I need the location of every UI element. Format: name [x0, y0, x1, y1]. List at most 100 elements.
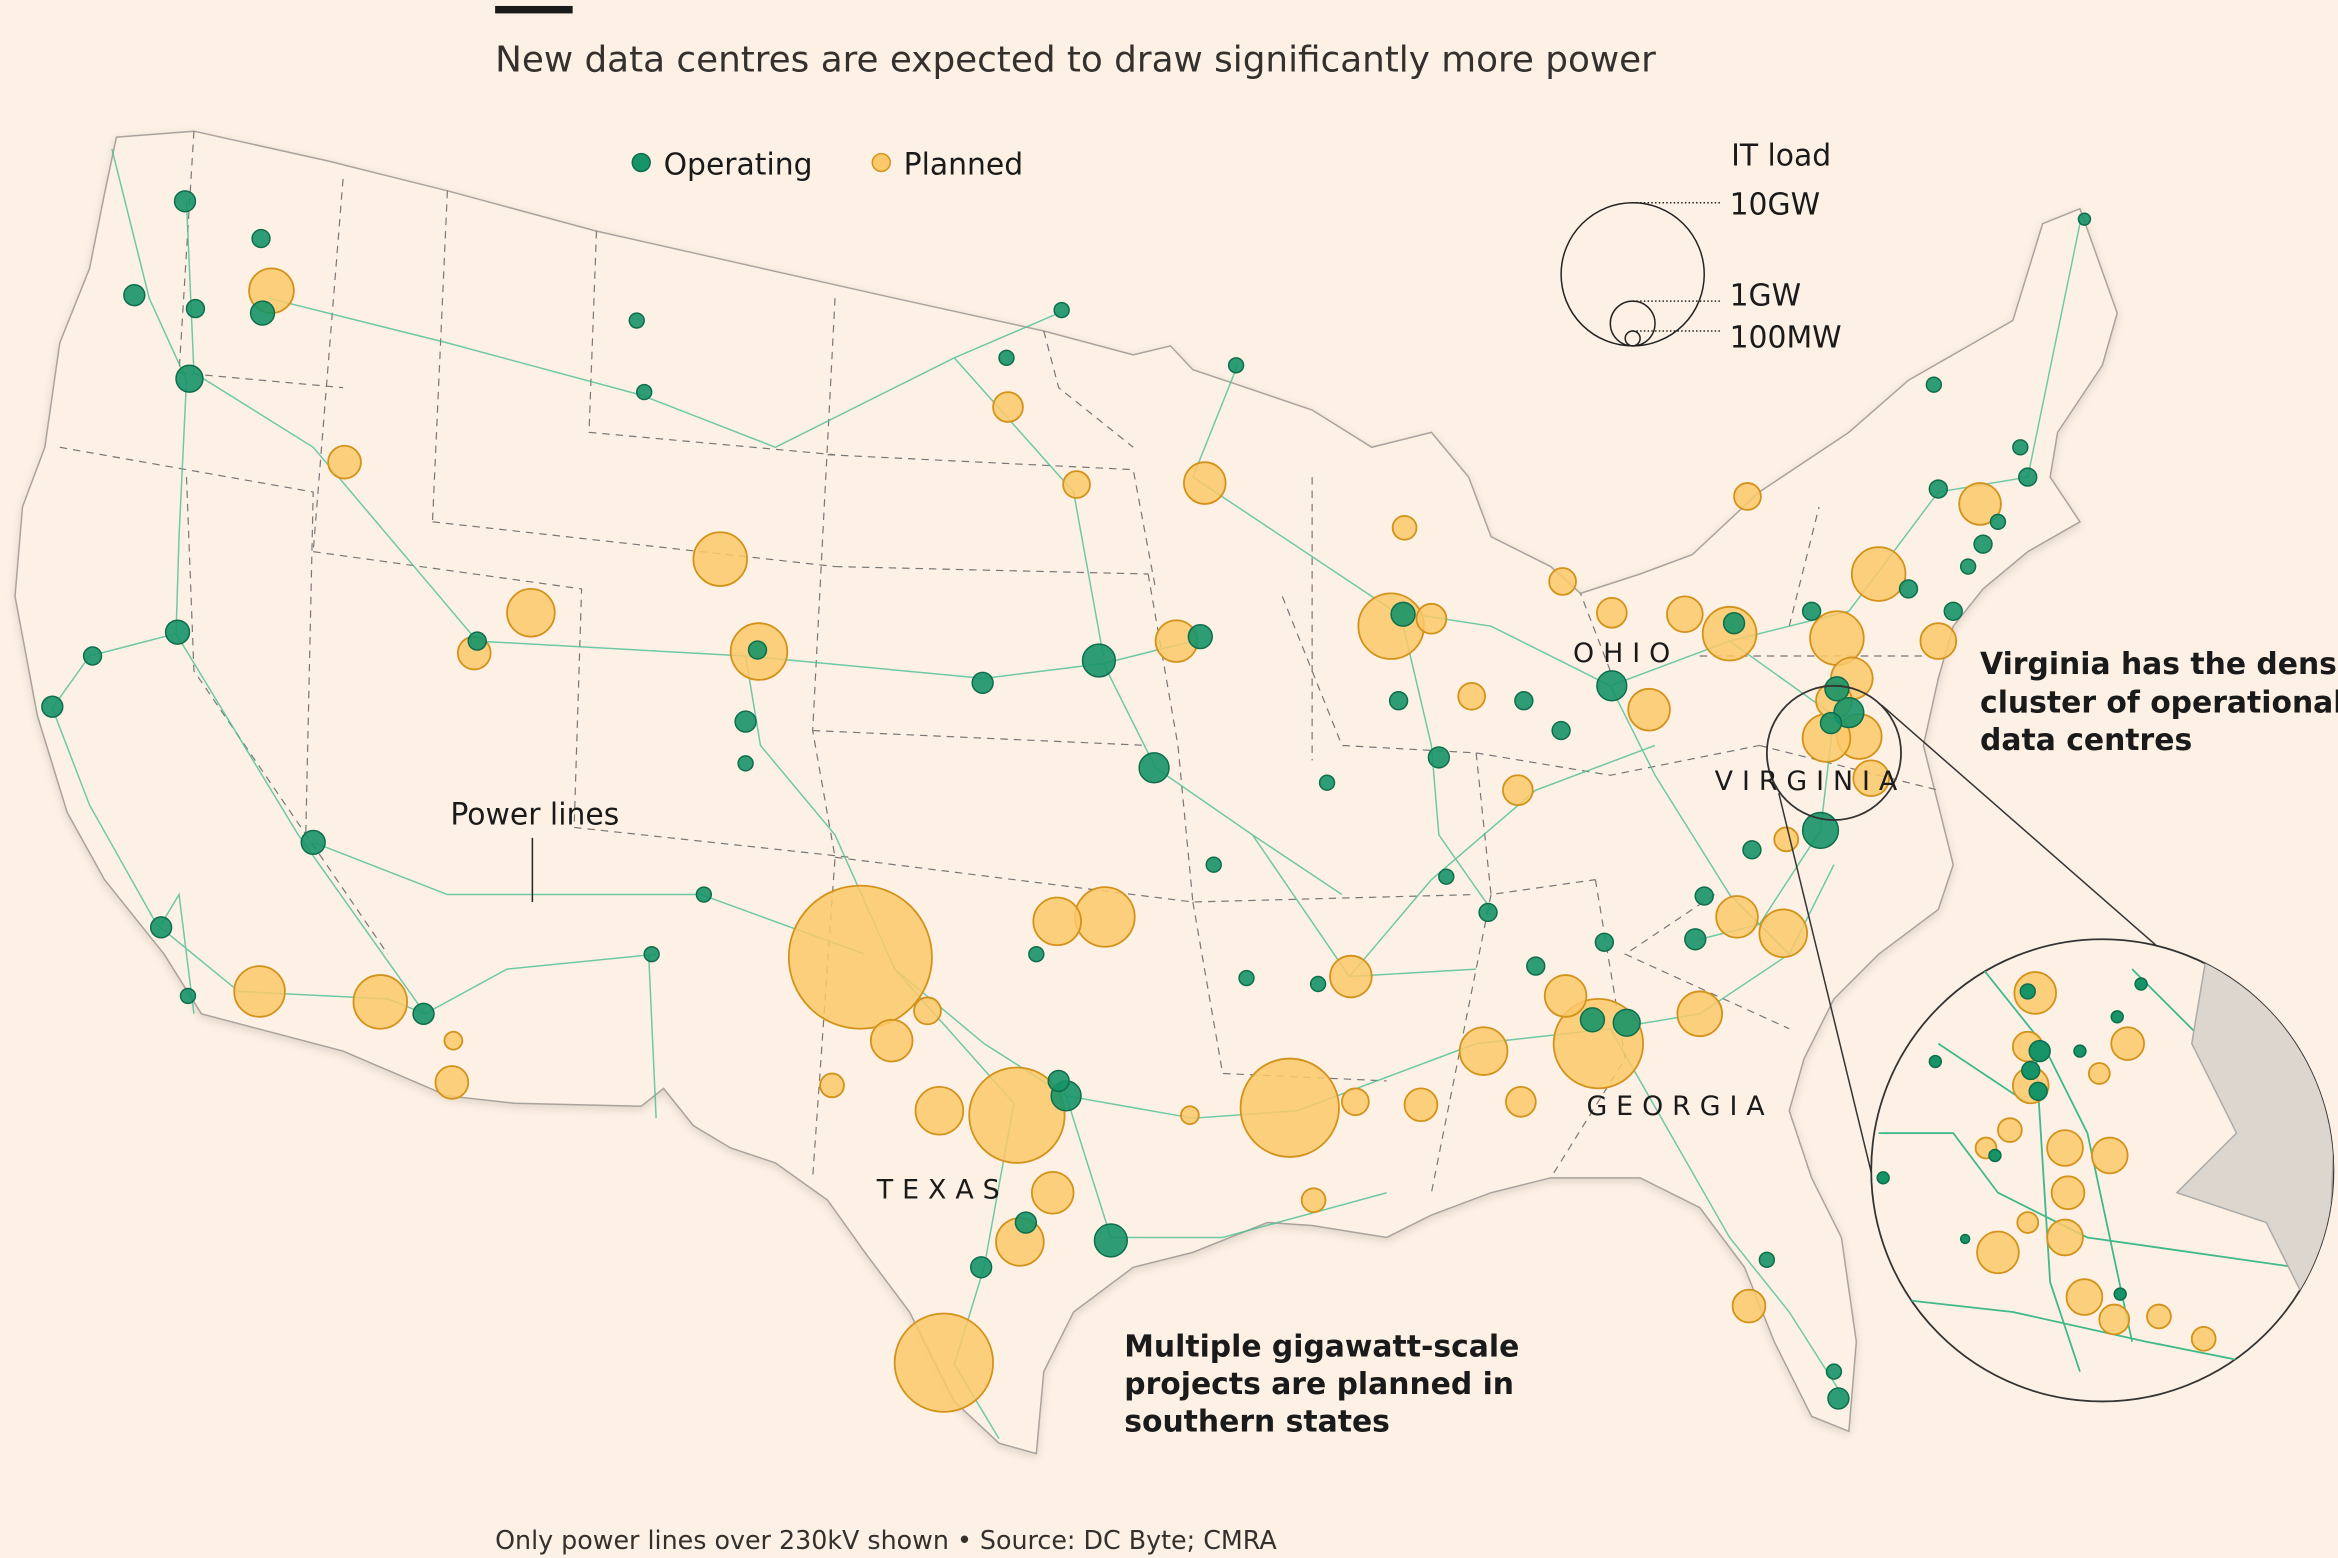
planned-data-centre-marker [992, 391, 1024, 423]
operating-data-centre-marker [1514, 691, 1534, 711]
state-border [835, 565, 1149, 575]
size-circle-10gw [1560, 202, 1705, 347]
virginia-inset-content [1876, 953, 2334, 1373]
virginia-annotation-line2: cluster of operational [1980, 686, 2338, 721]
power-line [185, 201, 478, 642]
operating-data-centre-marker [737, 755, 754, 772]
operating-data-centre-marker [1187, 623, 1213, 650]
operating-data-centre-marker [1478, 902, 1498, 923]
south-annotation-line3: southern states [1124, 1404, 1390, 1439]
planned-data-centre-marker [1062, 470, 1091, 499]
planned-data-centre-marker [1733, 482, 1762, 511]
inset-planned-marker [2110, 1026, 2145, 1061]
planned-data-centre-marker [1676, 990, 1724, 1038]
south-annotation-line1: Multiple gigawatt-scale [1124, 1330, 1519, 1365]
state-label-ohio: OHIO [1573, 638, 1679, 669]
footer-source-note: Only power lines over 230kV shown • Sour… [495, 1525, 1277, 1555]
size-legend-title: IT load [1731, 138, 1831, 173]
planned-data-centre-marker [1809, 610, 1865, 666]
planned-data-centre-marker [1627, 687, 1671, 732]
state-border [313, 551, 583, 828]
inset-operating-marker [2028, 1081, 2048, 1102]
virginia-zoom-callout [1765, 684, 2335, 1403]
state-border [59, 446, 314, 835]
zoom-source-ring [1765, 684, 1902, 821]
state-border [588, 231, 836, 456]
planned-data-centre-marker [869, 1018, 914, 1063]
power-line [312, 841, 866, 955]
planned-data-centre-marker [1595, 596, 1628, 629]
planned-data-centre-marker [1502, 774, 1534, 806]
operating-data-centre-marker [998, 349, 1015, 367]
operating-data-centre-marker [1227, 357, 1245, 374]
planned-data-centre-marker [506, 588, 556, 638]
state-border [1623, 894, 1790, 1030]
power-line [647, 954, 657, 1119]
inset-operating-marker [1988, 1148, 2002, 1163]
operating-data-centre-marker [173, 190, 197, 213]
state-border [1476, 744, 1760, 776]
state-border [431, 190, 448, 522]
operating-data-centre-marker [1925, 376, 1943, 393]
operating-data-centre-marker [1827, 1387, 1850, 1410]
virginia-annotation-line3: data centres [1980, 723, 2192, 758]
operating-data-centre-marker [1758, 1251, 1776, 1269]
inset-planned-marker [2190, 1326, 2217, 1352]
operating-data-centre-marker [1959, 558, 1977, 575]
operating-data-centre-marker [1053, 301, 1070, 319]
planned-data-centre-marker [968, 1066, 1066, 1164]
planned-data-centre-marker [1032, 896, 1082, 947]
state-label-virginia: VIRGINIA [1715, 766, 1907, 797]
operating-data-centre-marker [1928, 479, 1949, 499]
inset-planned-marker [2050, 1175, 2086, 1211]
inset-power-line [1878, 1132, 2297, 1269]
operating-data-centre-marker [1694, 886, 1714, 906]
operating-data-centre-marker [969, 1256, 993, 1279]
operating-data-centre-marker [41, 695, 64, 718]
operating-data-centre-marker [1594, 932, 1615, 952]
inset-operating-marker [1959, 1233, 1971, 1245]
state-border [185, 477, 389, 955]
operating-data-centre-marker [1014, 1211, 1038, 1234]
state-border [1788, 506, 1820, 627]
inset-operating-marker [2019, 983, 2036, 1000]
power-line [268, 297, 1059, 449]
planned-data-centre-marker [1758, 908, 1809, 959]
state-label-georgia: GEORGIA [1586, 1091, 1773, 1122]
power-lines-label: Power lines [450, 797, 619, 832]
planned-data-centre-marker [914, 1085, 965, 1136]
planned-data-centre-marker [233, 965, 286, 1018]
operating-data-centre-marker [1138, 752, 1170, 784]
operating-data-centre-marker [628, 312, 645, 329]
operating-data-centre-marker [82, 646, 103, 666]
planned-data-centre-marker [1773, 826, 1800, 853]
inset-operating-marker [2028, 1039, 2051, 1063]
size-circle-1gw [1609, 300, 1656, 347]
operating-data-centre-marker [1973, 534, 1993, 554]
state-border [1192, 901, 1387, 1082]
inset-planned-marker [2046, 1129, 2084, 1167]
operating-data-centre-marker [643, 945, 660, 963]
operating-data-centre-marker [300, 829, 326, 856]
operating-data-centre-marker [1579, 1007, 1606, 1033]
planned-legend-icon [871, 152, 891, 173]
state-border [432, 521, 836, 568]
planned-data-centre-marker [1850, 546, 1907, 602]
inset-power-line [2034, 1043, 2081, 1372]
operating-data-centre-marker [1205, 856, 1222, 873]
operating-data-centre-marker [2018, 467, 2038, 487]
size-label-100mw: 100MW [1730, 320, 1842, 355]
planned-data-centre-marker [1183, 461, 1227, 505]
inset-operating-marker [2113, 1287, 2127, 1301]
operating-data-centre-marker [1801, 601, 1822, 621]
operating-data-centre-marker [1989, 513, 2007, 531]
operating-data-centre-marker [1309, 975, 1327, 993]
planned-data-centre-marker [1919, 622, 1958, 660]
zoom-connector-line [1778, 792, 1883, 1216]
operating-data-centre-marker [1898, 579, 1919, 599]
operating-data-centre-marker [1318, 774, 1336, 791]
planned-data-centre-marker [819, 1072, 845, 1099]
operating-data-centre-marker [1612, 1008, 1641, 1037]
state-border [312, 178, 344, 552]
